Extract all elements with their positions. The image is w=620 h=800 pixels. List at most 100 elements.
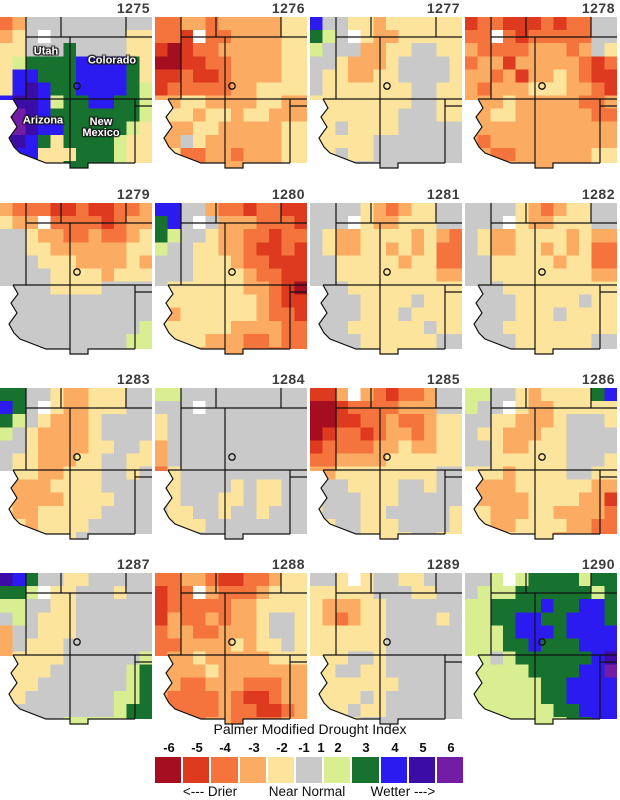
site-marker: [73, 268, 81, 276]
legend-tick-3: 3: [362, 740, 370, 755]
map-tile-1276: 1276: [155, 0, 307, 174]
year-label: 1278: [581, 0, 615, 16]
legend-box: [324, 757, 351, 783]
legend-box: [239, 757, 266, 783]
year-label: 1290: [581, 556, 615, 572]
site-marker: [228, 638, 236, 646]
legend-box: [436, 757, 464, 783]
drought-map-1280: [155, 203, 307, 360]
legend-box: [352, 757, 379, 783]
site-marker: [228, 82, 236, 90]
year-label: 1282: [581, 186, 615, 202]
drought-map-1277: [310, 17, 462, 174]
map-tile-1279: 1279: [0, 186, 152, 360]
map-canvas: [465, 17, 617, 174]
year-label: 1277: [426, 0, 460, 16]
site-marker: [228, 268, 236, 276]
legend-captions: <--- Drier Near Normal Wetter --->: [155, 784, 465, 800]
site-marker: [73, 638, 81, 646]
map-tile-1283: 1283: [0, 371, 152, 545]
map-tile-1286: 1286: [465, 371, 617, 545]
map-tile-1281: 1281: [310, 186, 462, 360]
legend-caption-wetter: Wetter --->: [370, 784, 436, 799]
map-canvas: [310, 573, 462, 730]
legend-caption-drier: <--- Drier: [182, 784, 238, 799]
site-marker: [538, 638, 546, 646]
legend-tick-2: 2: [334, 740, 342, 755]
map-tile-1275: 1275 Utah Colorado Arizona New Mexico: [0, 0, 152, 174]
site-marker: [383, 453, 391, 461]
drought-map-1275: Utah Colorado Arizona New Mexico: [0, 17, 152, 174]
drought-map-1283: [0, 388, 152, 545]
map-canvas: [310, 203, 462, 360]
map-canvas: [155, 203, 307, 360]
map-tile-1288: 1288: [155, 556, 307, 730]
legend-box: [295, 757, 323, 783]
site-marker: [538, 82, 546, 90]
map-tile-1282: 1282: [465, 186, 617, 360]
legend-tick--2: -2: [276, 740, 288, 755]
site-marker: [383, 268, 391, 276]
legend-tick--6: -6: [163, 740, 175, 755]
map-canvas: [310, 388, 462, 545]
legend-caption-near-normal: Near Normal: [268, 784, 346, 799]
year-label: 1279: [116, 186, 150, 202]
site-marker: [228, 453, 236, 461]
drought-map-1278: [465, 17, 617, 174]
site-marker: [73, 82, 81, 90]
drought-map-1290: [465, 573, 617, 730]
legend-tick-1: 1: [317, 740, 325, 755]
legend-tick--4: -4: [219, 740, 231, 755]
site-marker: [383, 82, 391, 90]
legend-tick-5: 5: [419, 740, 427, 755]
drought-map-1286: [465, 388, 617, 545]
year-label: 1285: [426, 371, 460, 387]
drought-map-1279: [0, 203, 152, 360]
year-label: 1287: [116, 556, 150, 572]
year-label: 1280: [271, 186, 305, 202]
legend-tick-labels: -6 -5 -4 -3 -2 -1 1 2 3 4 5 6: [155, 740, 465, 755]
map-canvas: [0, 17, 152, 174]
year-label: 1288: [271, 556, 305, 572]
year-label: 1281: [426, 186, 460, 202]
legend-tick-6: 6: [447, 740, 455, 755]
map-tile-1285: 1285: [310, 371, 462, 545]
map-tile-1290: 1290: [465, 556, 617, 730]
year-label: 1275: [116, 0, 150, 16]
legend-box: [267, 757, 294, 783]
drought-map-1287: [0, 573, 152, 730]
drought-map-1289: [310, 573, 462, 730]
year-label: 1276: [271, 0, 305, 16]
map-canvas: [0, 388, 152, 545]
legend-title: Palmer Modified Drought Index: [213, 721, 407, 737]
map-canvas: [310, 17, 462, 174]
drought-map-1282: [465, 203, 617, 360]
year-label: 1289: [426, 556, 460, 572]
legend-tick--3: -3: [248, 740, 260, 755]
map-tile-1278: 1278: [465, 0, 617, 174]
map-canvas: [465, 573, 617, 730]
drought-map-1284: [155, 388, 307, 545]
map-canvas: [465, 388, 617, 545]
map-tile-1280: 1280: [155, 186, 307, 360]
legend-box: [155, 757, 182, 783]
drought-map-1276: [155, 17, 307, 174]
legend-tick--1: -1: [298, 740, 310, 755]
site-marker: [383, 638, 391, 646]
year-label: 1284: [271, 371, 305, 387]
year-label: 1283: [116, 371, 150, 387]
state-label-arizona: Arizona: [22, 114, 64, 127]
legend-tick-4: 4: [391, 740, 399, 755]
map-tile-1277: 1277: [310, 0, 462, 174]
site-marker: [538, 453, 546, 461]
legend-box: [211, 757, 238, 783]
state-label-new: New Mexico: [82, 116, 120, 139]
drought-map-1285: [310, 388, 462, 545]
map-canvas: [0, 203, 152, 360]
legend-box: [408, 757, 435, 783]
state-label-colorado: Colorado: [87, 54, 137, 67]
map-canvas: [155, 17, 307, 174]
state-label-utah: Utah: [33, 45, 59, 58]
year-label: 1286: [581, 371, 615, 387]
